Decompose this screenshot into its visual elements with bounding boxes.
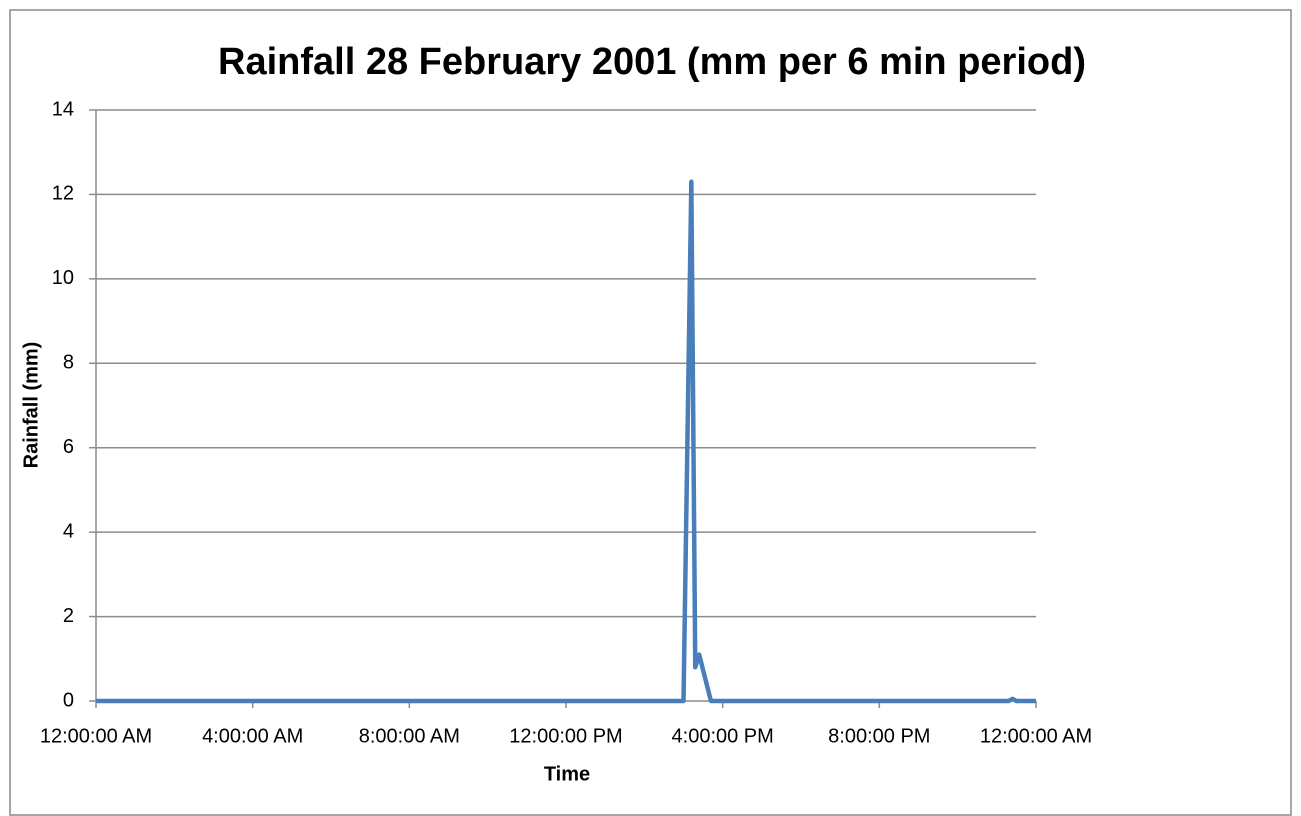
x-tick-label: 12:00:00 AM <box>40 725 152 747</box>
x-tick-label: 4:00:00 AM <box>202 725 303 747</box>
x-tick-label: 8:00:00 PM <box>828 725 930 747</box>
y-tick-label: 10 <box>52 267 74 289</box>
y-tick-label: 6 <box>63 436 74 458</box>
x-tick-label: 4:00:00 PM <box>672 725 774 747</box>
y-tick-label: 2 <box>63 605 74 627</box>
y-axis-label: Rainfall (mm) <box>20 342 42 469</box>
x-tick-label: 12:00:00 AM <box>980 725 1092 747</box>
y-tick-label: 14 <box>52 98 74 120</box>
x-axis-label: Time <box>544 763 590 785</box>
y-tick-label: 12 <box>52 183 74 205</box>
y-tick-label: 8 <box>63 352 74 374</box>
y-tick-label: 0 <box>63 689 74 711</box>
y-tick-label: 4 <box>63 520 74 542</box>
x-tick-label: 12:00:00 PM <box>509 725 622 747</box>
chart-title: Rainfall 28 February 2001 (mm per 6 min … <box>218 41 1086 83</box>
chart-frame <box>9 9 1292 816</box>
data-line <box>96 179 1036 704</box>
x-tick-label: 8:00:00 AM <box>359 725 460 747</box>
